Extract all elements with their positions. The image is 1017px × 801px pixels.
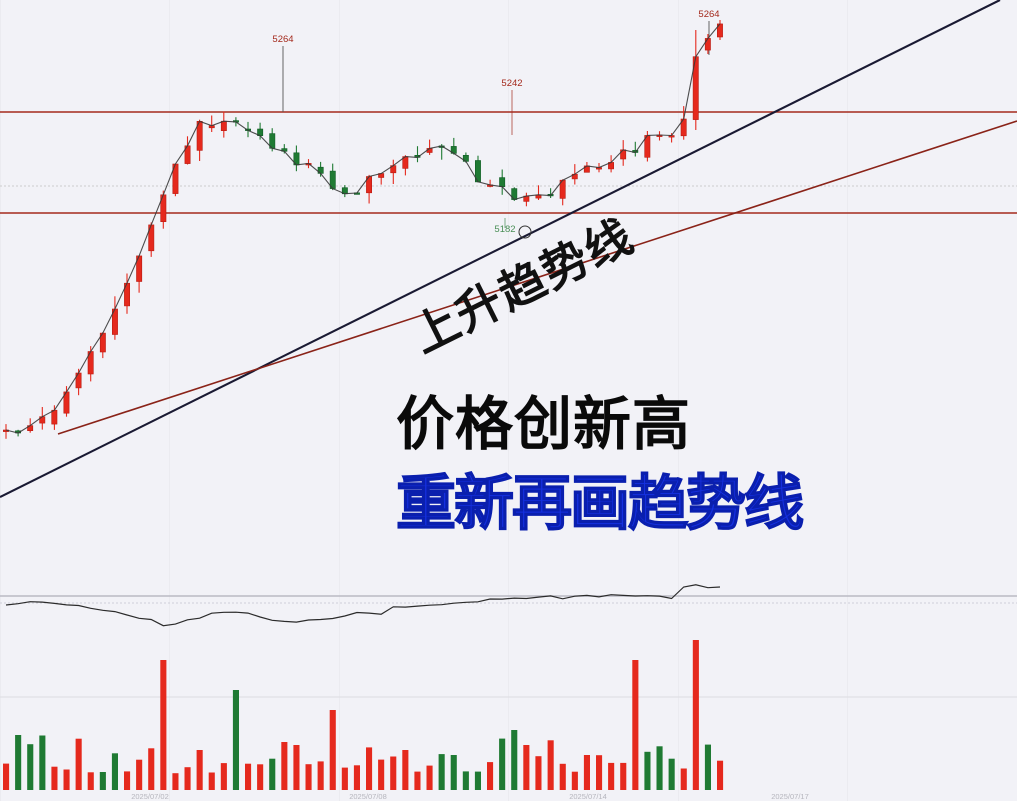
svg-text:2025/07/14: 2025/07/14 [569, 792, 607, 801]
svg-text:2025/07/08: 2025/07/08 [349, 792, 387, 801]
svg-text:5242: 5242 [501, 78, 522, 89]
svg-text:2025/07/17: 2025/07/17 [771, 792, 809, 801]
svg-text:5264: 5264 [698, 9, 719, 20]
svg-text:5264: 5264 [272, 34, 293, 45]
svg-text:价格创新高: 价格创新高 [396, 392, 691, 457]
svg-text:重新再画趋势线: 重新再画趋势线 [396, 470, 803, 537]
svg-text:2025/07/02: 2025/07/02 [131, 792, 169, 801]
